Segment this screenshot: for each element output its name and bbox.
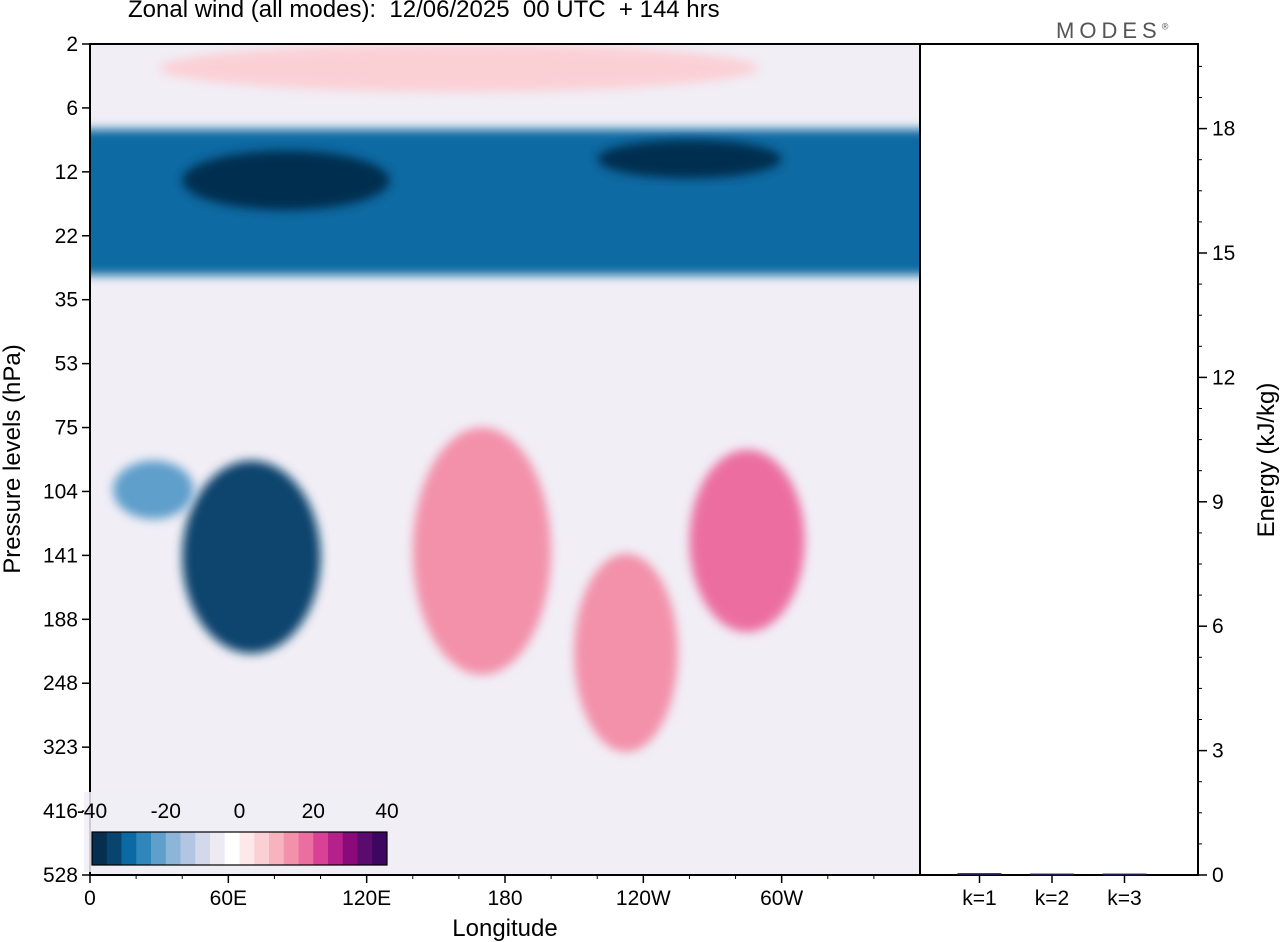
- y-tick-label: 323: [43, 736, 78, 759]
- x-tick-label: 120W: [616, 887, 671, 910]
- x-tick-label: 0: [84, 887, 96, 910]
- y-tick-label: 35: [55, 289, 78, 312]
- category-label: k=1: [962, 887, 996, 910]
- colorbar-swatch: [165, 832, 181, 865]
- zonal-wind-heatmap: [90, 44, 920, 875]
- colorbar-label: 0: [234, 800, 246, 823]
- energy-tick-label: 12: [1212, 366, 1235, 389]
- x-tick-label: 60E: [210, 887, 247, 910]
- colorbar-swatch: [298, 832, 314, 865]
- colorbar-swatch: [224, 832, 240, 865]
- wind-feature: [574, 553, 678, 752]
- x-tick-label: 180: [487, 887, 522, 910]
- colorbar-swatch: [239, 832, 255, 865]
- colorbar-swatch: [106, 832, 122, 865]
- colorbar-label: 40: [375, 800, 398, 823]
- colorbar-swatch: [313, 832, 329, 865]
- wind-feature: [689, 449, 805, 633]
- chart-title: Zonal wind (all modes): 12/06/2025 00 UT…: [128, 0, 720, 23]
- x-tick-label: 60W: [760, 887, 803, 910]
- y-tick-label: 188: [43, 608, 78, 631]
- y-tick-label: 75: [55, 417, 78, 440]
- colorbar-swatch: [283, 832, 299, 865]
- colorbar-swatch: [372, 832, 388, 865]
- registered-mark: ®: [1161, 21, 1169, 32]
- modes-logo: MODES®: [1056, 18, 1168, 44]
- energy-tick-label: 18: [1212, 118, 1235, 141]
- energy-bar: [1030, 873, 1074, 876]
- wind-feature: [182, 460, 321, 654]
- energy-tick-label: 0: [1212, 864, 1224, 887]
- colorbar-swatch: [210, 832, 226, 865]
- colorbar-swatch: [357, 832, 373, 865]
- colorbar: -40 -20 0 20 40: [77, 792, 399, 872]
- wind-feature: [182, 150, 390, 211]
- wind-feature: [412, 427, 552, 675]
- energy-axis: 0 3 6 9 12 15 18: [1198, 65, 1235, 887]
- y-tick-label: 2: [66, 33, 78, 56]
- category-label: k=3: [1107, 887, 1141, 910]
- colorbar-swatch: [254, 832, 270, 865]
- logo-text: MODES: [1056, 18, 1162, 43]
- wind-feature: [597, 139, 782, 179]
- bar-frame: [919, 43, 1199, 876]
- y-tick-label: 22: [55, 225, 78, 248]
- y-axis-label: Pressure levels (hPa): [0, 344, 26, 573]
- colorbar-label: -40: [77, 800, 107, 823]
- colorbar-swatch: [195, 832, 211, 865]
- colorbar-swatch: [342, 832, 358, 865]
- colorbar-swatch: [328, 832, 344, 865]
- colorbar-swatch: [92, 832, 108, 865]
- y-tick-label: 416: [43, 800, 78, 823]
- y-tick-label: 528: [43, 864, 78, 887]
- energy-tick-label: 9: [1212, 491, 1224, 514]
- colorbar-label: 20: [302, 800, 325, 823]
- colorbar-label: -20: [151, 800, 181, 823]
- energy-bar: [1102, 873, 1147, 876]
- wind-feature: [113, 460, 194, 520]
- colorbar-swatch: [121, 832, 137, 865]
- x-axis-label: Longitude: [452, 915, 557, 942]
- energy-tick-label: 3: [1212, 740, 1224, 763]
- y-tick-label: 141: [43, 544, 78, 567]
- y-tick-label: 248: [43, 672, 78, 695]
- colorbar-swatch: [151, 832, 167, 865]
- x-axis: 0 60E 120E 180 120W 60W: [84, 875, 875, 910]
- energy-axis-label: Energy (kJ/kg): [1253, 383, 1280, 538]
- x-tick-label: 120E: [342, 887, 391, 910]
- energy-bars: k=1 k=2 k=3: [957, 873, 1147, 910]
- y-tick-label: 104: [43, 480, 78, 503]
- colorbar-swatch: [269, 832, 285, 865]
- y-tick-label: 6: [66, 97, 78, 120]
- colorbar-swatch: [136, 832, 152, 865]
- energy-tick-label: 15: [1212, 242, 1235, 265]
- energy-tick-label: 6: [1212, 615, 1224, 638]
- y-tick-label: 12: [55, 161, 78, 184]
- category-label: k=2: [1035, 887, 1069, 910]
- colorbar-swatch: [180, 832, 196, 865]
- y-axis: 2 6 12 22 35 53 75 104 141 188 248 323 416 528: [43, 33, 90, 887]
- energy-bar: [957, 873, 1002, 876]
- wind-feature: [159, 44, 759, 92]
- y-tick-label: 53: [55, 353, 78, 376]
- wind-feature: [90, 129, 920, 276]
